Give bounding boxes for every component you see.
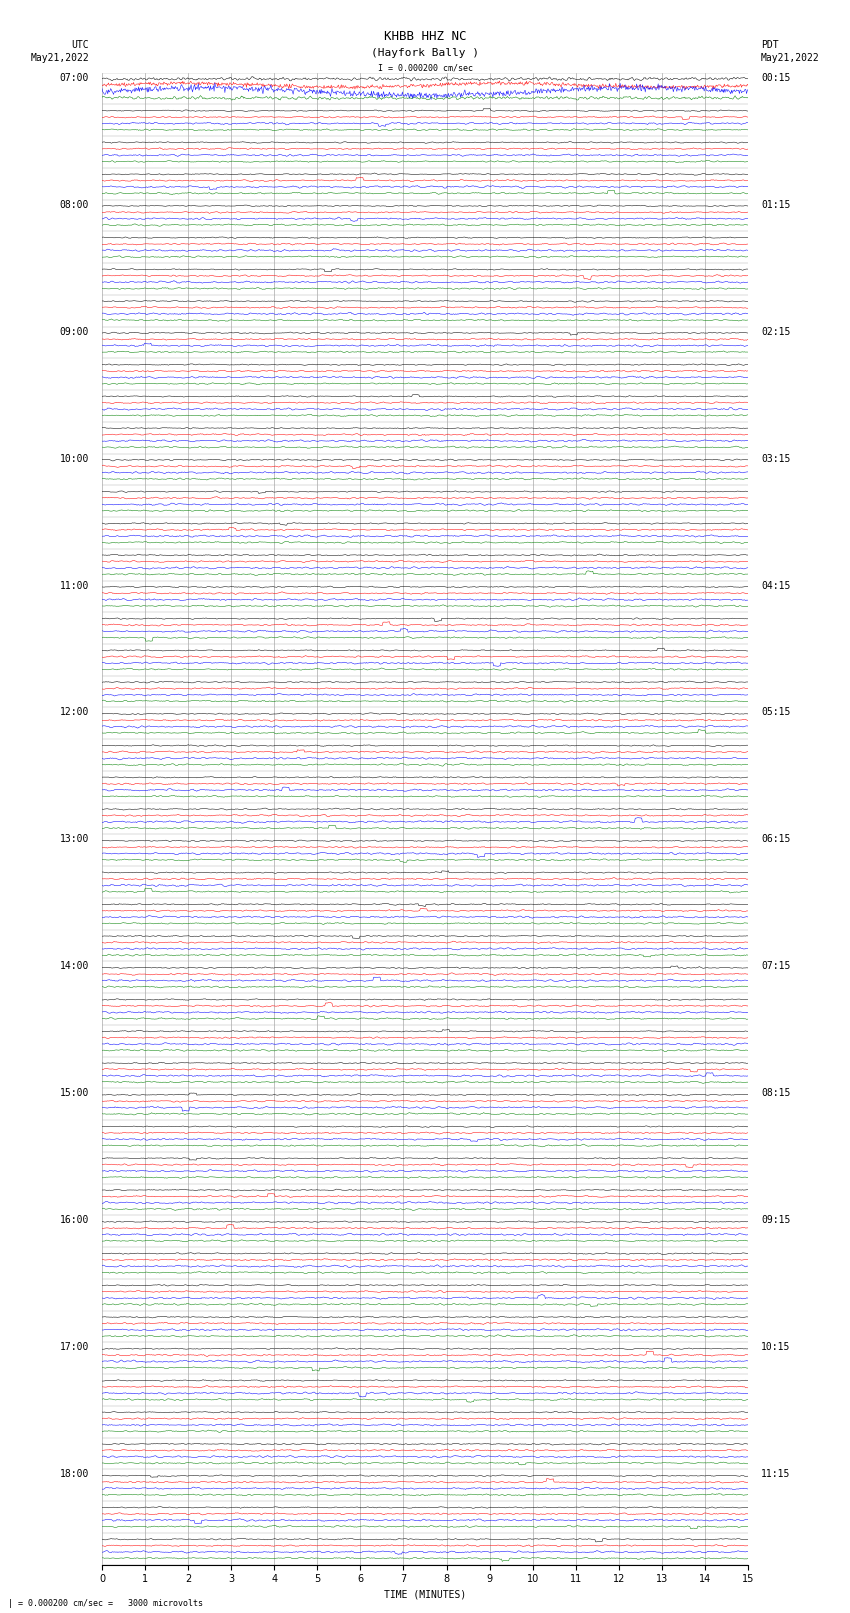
Text: 14:00: 14:00 — [60, 961, 89, 971]
Text: (Hayfork Bally ): (Hayfork Bally ) — [371, 48, 479, 58]
Text: 11:15: 11:15 — [761, 1469, 790, 1479]
Text: 00:15: 00:15 — [761, 73, 790, 82]
Text: 07:00: 07:00 — [60, 73, 89, 82]
Text: PDT: PDT — [761, 40, 779, 50]
Text: 06:15: 06:15 — [761, 834, 790, 845]
X-axis label: TIME (MINUTES): TIME (MINUTES) — [384, 1590, 466, 1600]
Text: 04:15: 04:15 — [761, 581, 790, 590]
Text: 12:00: 12:00 — [60, 708, 89, 718]
Text: 17:00: 17:00 — [60, 1342, 89, 1352]
Text: May21,2022: May21,2022 — [761, 53, 819, 63]
Text: | = 0.000200 cm/sec =   3000 microvolts: | = 0.000200 cm/sec = 3000 microvolts — [8, 1598, 203, 1608]
Text: 09:00: 09:00 — [60, 326, 89, 337]
Text: 02:15: 02:15 — [761, 326, 790, 337]
Text: 09:15: 09:15 — [761, 1216, 790, 1226]
Text: 16:00: 16:00 — [60, 1216, 89, 1226]
Text: 03:15: 03:15 — [761, 453, 790, 463]
Text: UTC: UTC — [71, 40, 89, 50]
Text: I = 0.000200 cm/sec: I = 0.000200 cm/sec — [377, 63, 473, 73]
Text: 10:15: 10:15 — [761, 1342, 790, 1352]
Text: 18:00: 18:00 — [60, 1469, 89, 1479]
Text: 13:00: 13:00 — [60, 834, 89, 845]
Text: May21,2022: May21,2022 — [31, 53, 89, 63]
Text: 15:00: 15:00 — [60, 1089, 89, 1098]
Text: 08:15: 08:15 — [761, 1089, 790, 1098]
Text: 11:00: 11:00 — [60, 581, 89, 590]
Text: 01:15: 01:15 — [761, 200, 790, 210]
Text: 08:00: 08:00 — [60, 200, 89, 210]
Text: 10:00: 10:00 — [60, 453, 89, 463]
Text: 05:15: 05:15 — [761, 708, 790, 718]
Text: 07:15: 07:15 — [761, 961, 790, 971]
Text: KHBB HHZ NC: KHBB HHZ NC — [383, 29, 467, 44]
